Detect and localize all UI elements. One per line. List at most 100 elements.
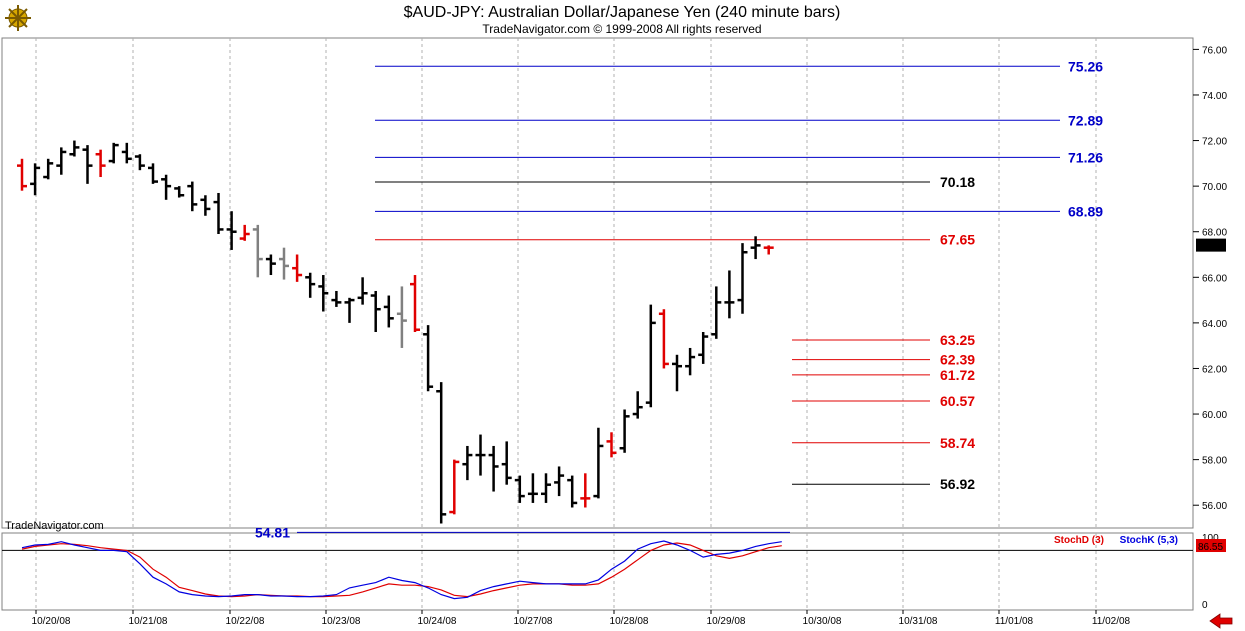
ohlc-bar xyxy=(174,186,185,198)
arrow-left-icon[interactable] xyxy=(1209,613,1233,629)
ohlc-bar xyxy=(410,275,420,332)
level-label: 60.57 xyxy=(940,393,975,409)
copyright-text: TradeNavigator.com © 1999-2008 All right… xyxy=(482,22,761,36)
ohlc-bar xyxy=(658,309,669,369)
y-tick-label: 74.00 xyxy=(1202,91,1227,102)
y-tick-label: 66.00 xyxy=(1202,273,1227,284)
ohlc-bar xyxy=(593,427,604,499)
level-label: 75.26 xyxy=(1068,58,1103,74)
level-label: 72.89 xyxy=(1068,112,1103,128)
stochastic-panel: StochD (3) StochK (5,3) xyxy=(2,535,1193,600)
ohlc-bar xyxy=(763,245,774,255)
ohlc-bar xyxy=(17,158,27,191)
ohlc-bar xyxy=(69,140,80,157)
ohlc-bar xyxy=(685,347,696,376)
level-label: 63.25 xyxy=(940,332,975,348)
price-panel-border xyxy=(1,37,1194,529)
ohlc-bar xyxy=(121,142,132,164)
axes: 10/20/08 10/21/08 10/22/08 10/23/08 10/24/08… xyxy=(32,45,1228,627)
ohlc-bar xyxy=(514,475,525,503)
ohlc-bar xyxy=(134,154,145,171)
ohlc-bar xyxy=(187,181,198,212)
stoch-last-badge xyxy=(1196,539,1226,553)
x-tick-label: 11/02/08 xyxy=(1092,616,1131,627)
level-label: 68.89 xyxy=(1068,203,1103,219)
x-tick-label: 11/01/08 xyxy=(995,616,1034,627)
ohlc-bar xyxy=(396,286,407,348)
ohlc-bar xyxy=(226,211,237,250)
ohlc-bar xyxy=(344,297,355,323)
ohlc-bar xyxy=(213,192,224,234)
ohlc-bar xyxy=(423,325,434,392)
ohlc-bar xyxy=(370,290,381,332)
y-tick-label: 62.00 xyxy=(1202,364,1227,375)
ohlc-bar xyxy=(108,142,119,164)
ohlc-bar xyxy=(305,272,316,298)
ohlc-bar xyxy=(292,254,303,282)
ohlc-bar xyxy=(161,174,172,200)
ohlc-bar xyxy=(95,149,106,178)
y-tick-label: 68.00 xyxy=(1202,228,1227,239)
y-tick-label: 72.00 xyxy=(1202,137,1227,148)
ohlc-bar xyxy=(724,270,735,319)
stoch-y-tick-label: 100 xyxy=(1202,533,1219,544)
x-tick-label: 10/21/08 xyxy=(129,616,168,627)
watermark: TradeNavigator.com xyxy=(5,520,104,532)
x-tick-label: 10/22/08 xyxy=(226,616,265,627)
ohlc-bar xyxy=(711,286,722,339)
ohlc-bar xyxy=(436,382,447,524)
level-label: 62.39 xyxy=(940,352,975,368)
ship-wheel-icon xyxy=(5,5,31,31)
ohlc-bar xyxy=(279,247,289,280)
x-tick-label: 10/31/08 xyxy=(899,616,938,627)
ohlc-bar xyxy=(383,295,394,328)
level-label: 58.74 xyxy=(940,435,975,451)
last-price-badge xyxy=(1196,238,1226,252)
ohlc-bar xyxy=(737,243,748,314)
ohlc-bar xyxy=(252,224,263,278)
ohlc-bar xyxy=(619,409,630,453)
ohlc-bar xyxy=(698,332,709,364)
retracement-levels: 75.26 72.89 71.26 70.18 68.89 67.65 63.25 62.39… xyxy=(255,58,1103,540)
level-label: 54.81 xyxy=(255,524,290,540)
ohlc-bar xyxy=(148,163,158,184)
ohlc-bar xyxy=(82,145,93,184)
legend-stochd: StochD (3) xyxy=(1054,535,1104,546)
x-tick-label: 10/23/08 xyxy=(322,616,361,627)
x-tick-label: 10/27/08 xyxy=(514,616,553,627)
ohlc-bar xyxy=(632,391,643,419)
ohlc-bar xyxy=(462,445,473,481)
ohlc-bar xyxy=(580,473,591,508)
ohlc-bar xyxy=(43,158,54,180)
ohlc-bar xyxy=(672,354,682,392)
y-tick-label: 70.00 xyxy=(1202,182,1227,193)
y-tick-label: 58.00 xyxy=(1202,456,1227,467)
y-tick-label: 76.00 xyxy=(1202,45,1227,56)
level-label: 67.65 xyxy=(940,232,975,248)
ohlc-bar xyxy=(357,277,368,305)
ohlc-bar xyxy=(331,290,342,307)
level-label: 56.92 xyxy=(940,476,975,492)
ohlc-bar xyxy=(501,441,512,485)
stoch-y-tick-label: 0 xyxy=(1202,600,1208,611)
x-tick-label: 10/30/08 xyxy=(803,616,842,627)
ohlc-bars xyxy=(17,140,774,524)
x-tick-label: 10/28/08 xyxy=(610,616,649,627)
y-tick-label: 60.00 xyxy=(1202,410,1227,421)
stoch-last-label: 86.55 xyxy=(1198,542,1223,553)
grid-lines xyxy=(35,38,1097,610)
x-tick-label: 10/29/08 xyxy=(707,616,746,627)
ohlc-bar xyxy=(239,224,250,241)
chart-title: $AUD-JPY: Australian Dollar/Japanese Yen… xyxy=(404,4,841,21)
ohlc-bar xyxy=(750,236,761,260)
ohlc-bar xyxy=(30,163,41,196)
ohlc-bar xyxy=(606,432,617,458)
ohlc-bar xyxy=(200,195,211,216)
ohlc-bar xyxy=(475,434,486,476)
stoch-series-line xyxy=(21,542,782,598)
ohlc-bar xyxy=(318,275,329,312)
chart-frame xyxy=(1,37,1194,611)
level-label: 61.72 xyxy=(940,367,975,383)
level-label: 70.18 xyxy=(940,174,975,190)
